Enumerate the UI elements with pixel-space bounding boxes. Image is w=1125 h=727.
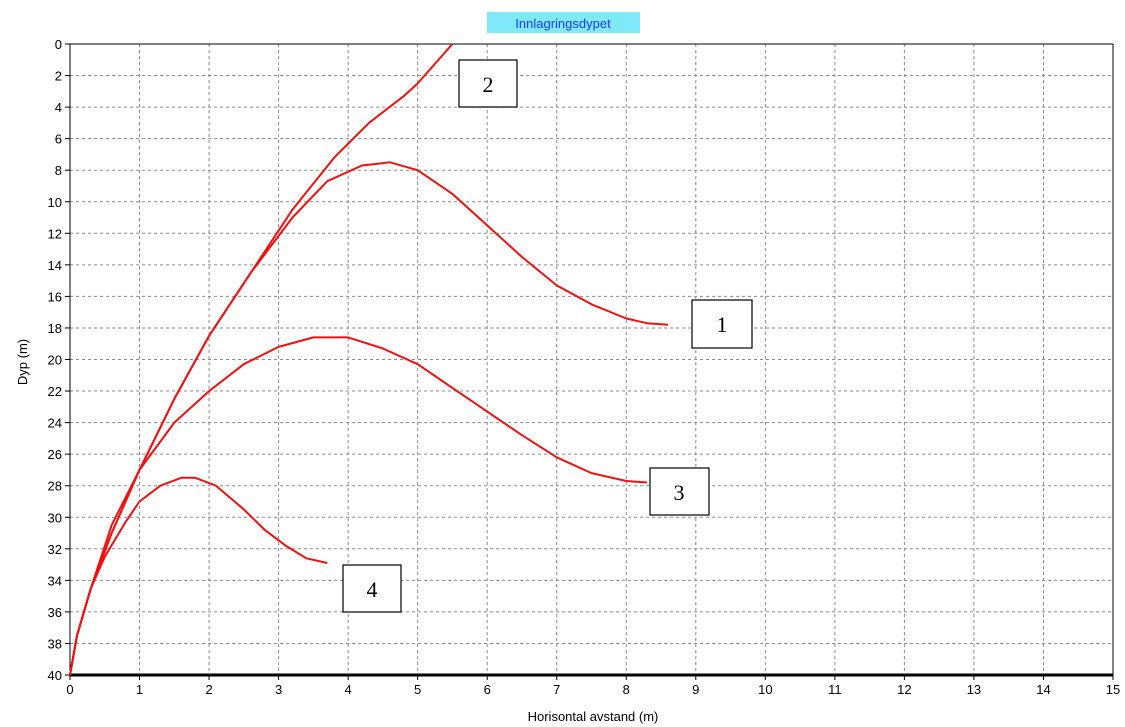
chart-title-background — [487, 12, 640, 33]
x-tick-label: 7 — [553, 682, 560, 697]
x-tick-label: 6 — [484, 682, 491, 697]
callout-2-box — [458, 59, 518, 108]
y-tick-label: 10 — [48, 195, 62, 210]
x-tick-label: 15 — [1106, 682, 1120, 697]
x-tick-label: 2 — [205, 682, 212, 697]
callout-1-box — [691, 299, 753, 349]
y-tick-label: 26 — [48, 447, 62, 462]
x-tick-labels: 0 1 2 3 4 5 6 7 8 9 10 11 12 13 14 15 — [66, 675, 1120, 697]
series-lines — [69, 43, 669, 676]
y-tick-label: 12 — [48, 226, 62, 241]
y-tick-label: 38 — [48, 636, 62, 651]
y-tick-label: 20 — [48, 353, 62, 368]
callout-2: 2 — [458, 59, 518, 108]
y-tick-label: 24 — [48, 416, 62, 431]
x-axis-title: Horisontal avstand (m) — [528, 709, 659, 724]
callout-3: 3 — [649, 467, 710, 516]
chart-title: Innlagringsdypet — [515, 16, 611, 31]
y-tick-label: 14 — [48, 258, 62, 273]
y-tick-label: 30 — [48, 510, 62, 525]
callout-4-box — [342, 564, 402, 613]
y-tick-label: 34 — [48, 573, 62, 588]
callout-1: 1 — [691, 299, 753, 349]
y-tick-label: 8 — [55, 163, 62, 178]
x-tick-label: 9 — [692, 682, 699, 697]
y-tick-label: 6 — [55, 132, 62, 147]
series-line-3 — [69, 336, 648, 676]
x-tick-label: 10 — [758, 682, 772, 697]
y-axis-title: Dyp (m) — [15, 339, 30, 385]
y-tick-label: 4 — [55, 100, 62, 115]
callout-4: 4 — [342, 564, 402, 613]
x-tick-label: 3 — [275, 682, 282, 697]
y-tick-label: 28 — [48, 479, 62, 494]
y-tick-label: 36 — [48, 605, 62, 620]
y-tick-label: 32 — [48, 542, 62, 557]
x-tick-label: 12 — [897, 682, 911, 697]
y-tick-label: 16 — [48, 289, 62, 304]
y-tick-label: 0 — [55, 37, 62, 52]
x-tick-label: 13 — [967, 682, 981, 697]
x-tick-label: 4 — [345, 682, 352, 697]
x-tick-label: 8 — [623, 682, 630, 697]
callout-4-label: 4 — [367, 577, 378, 602]
x-tick-label: 5 — [414, 682, 421, 697]
chart-title-group: Innlagringsdypet — [487, 12, 640, 33]
x-tick-label: 14 — [1036, 682, 1050, 697]
x-tick-label: 0 — [66, 682, 73, 697]
x-tick-label: 1 — [136, 682, 143, 697]
x-tick-label: 11 — [828, 682, 842, 697]
y-tick-label: 40 — [48, 668, 62, 683]
series-line-4 — [69, 476, 328, 676]
y-tick-label: 22 — [48, 384, 62, 399]
callout-3-label: 3 — [674, 480, 685, 505]
callout-1-label: 1 — [717, 312, 728, 337]
y-tick-label: 18 — [48, 321, 62, 336]
callout-2-label: 2 — [483, 72, 494, 97]
y-tick-label: 2 — [55, 69, 62, 84]
callout-3-box — [649, 467, 710, 516]
